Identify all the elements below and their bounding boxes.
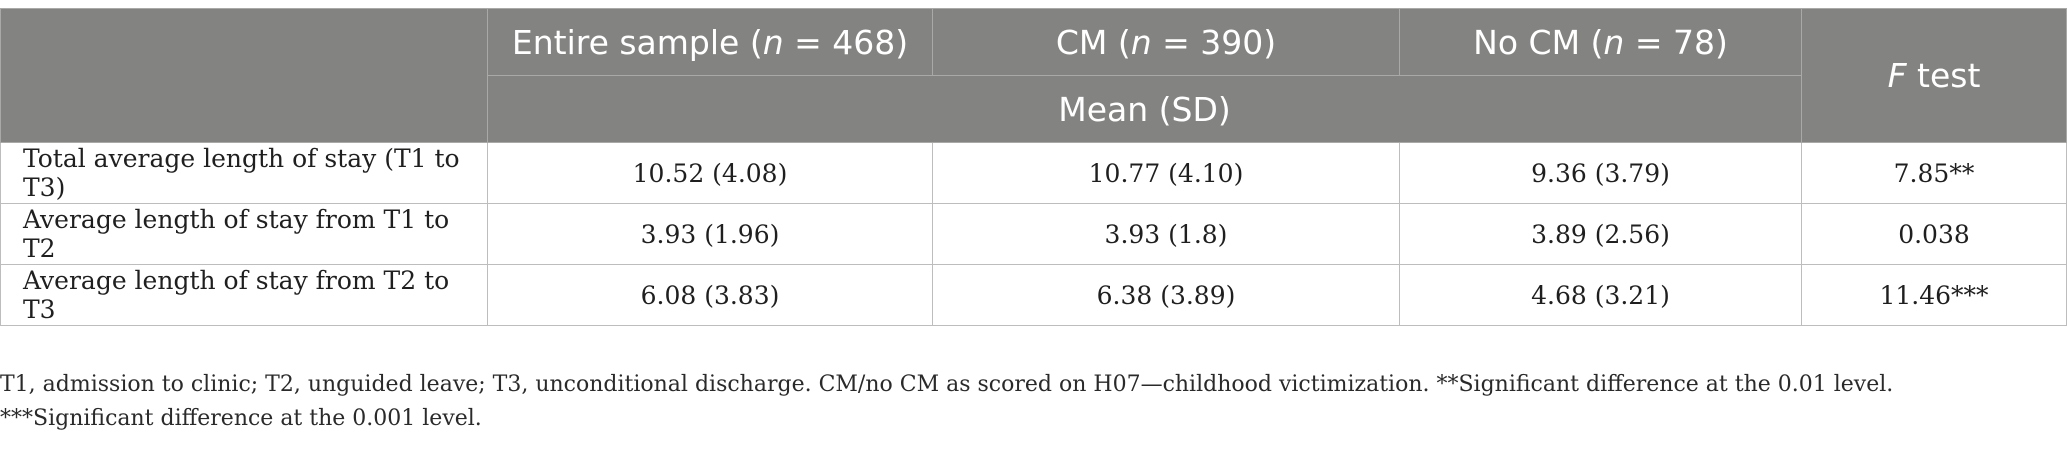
cell-no-cm: 9.36 (3.79) (1399, 142, 1802, 204)
header-entire-sample: Entire sample (n = 468) (487, 8, 933, 76)
table-footnote: T1, admission to clinic; T2, unguided le… (0, 372, 1894, 431)
table-row: Average length of stay from T2 to T3 6.0… (0, 264, 2067, 326)
row-label: Total average length of stay (T1 to T3) (0, 142, 488, 204)
subheader-row: Mean (SD) (1, 75, 2067, 143)
cell-cm: 6.38 (3.89) (932, 264, 1400, 326)
data-table-container: Entire sample (n = 468) CM (n = 390) No … (0, 8, 2067, 326)
subheader-mean-sd: Mean (SD) (487, 75, 1802, 143)
cell-cm: 10.77 (4.10) (932, 142, 1400, 204)
cell-entire-sample: 6.08 (3.83) (487, 264, 933, 326)
cell-f-test: 0.038 (1801, 203, 2067, 265)
cell-f-test: 7.85** (1801, 142, 2067, 204)
cell-entire-sample: 10.52 (4.08) (487, 142, 933, 204)
row-label: Average length of stay from T2 to T3 (0, 264, 488, 326)
cell-entire-sample: 3.93 (1.96) (487, 203, 933, 265)
row-label: Average length of stay from T1 to T2 (0, 203, 488, 265)
header-cm: CM (n = 390) (932, 8, 1400, 76)
header-f-test: F test (1801, 8, 2067, 143)
cell-cm: 3.93 (1.8) (932, 203, 1400, 265)
cell-no-cm: 3.89 (2.56) (1399, 203, 1802, 265)
header-no-cm: No CM (n = 78) (1399, 8, 1802, 76)
header-row: Entire sample (n = 468) CM (n = 390) No … (0, 8, 2067, 143)
cell-no-cm: 4.68 (3.21) (1399, 264, 1802, 326)
cell-f-test: 11.46*** (1801, 264, 2067, 326)
table-row: Total average length of stay (T1 to T3) … (0, 142, 2067, 204)
length-of-stay-table: Entire sample (n = 468) CM (n = 390) No … (0, 8, 2067, 326)
table-row: Average length of stay from T1 to T2 3.9… (0, 203, 2067, 265)
header-empty-cell (0, 8, 488, 143)
